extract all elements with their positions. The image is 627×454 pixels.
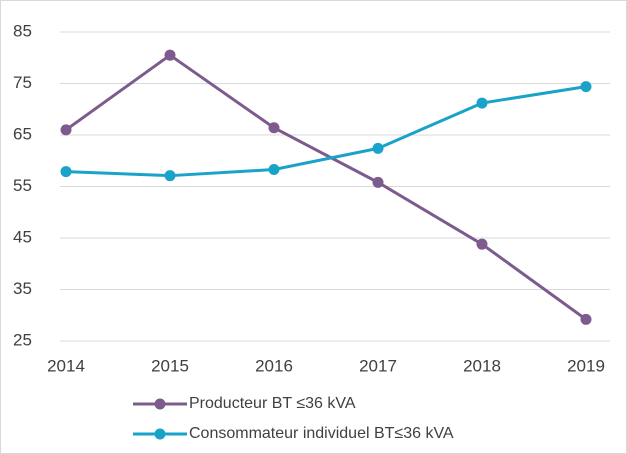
data-point (580, 81, 592, 93)
y-tick-label: 45 (13, 227, 32, 246)
legend-label: Producteur BT ≤36 kVA (189, 395, 356, 412)
y-tick-label: 55 (13, 176, 32, 195)
data-point (476, 238, 488, 250)
y-tick-label: 25 (13, 330, 32, 349)
y-tick-label: 35 (13, 279, 32, 298)
x-tick-label: 2015 (151, 356, 189, 375)
data-point (372, 176, 384, 188)
y-tick-label: 65 (13, 124, 32, 143)
x-tick-label: 2019 (567, 356, 605, 375)
data-point (580, 313, 592, 325)
series-line (65, 53, 587, 321)
data-point (60, 124, 72, 136)
x-tick-label: 2016 (255, 356, 293, 375)
x-tick-label: 2018 (463, 356, 501, 375)
data-point (268, 122, 280, 134)
data-point (164, 49, 176, 61)
x-tick-label: 2014 (47, 356, 85, 375)
data-point (268, 164, 280, 176)
series-line (65, 85, 587, 178)
legend-marker (154, 398, 166, 410)
legend-label: Consommateur individuel BT≤36 kVA (189, 425, 454, 442)
data-point (372, 142, 384, 154)
y-tick-label: 75 (13, 73, 32, 92)
legend-marker (154, 428, 166, 440)
data-point (60, 166, 72, 178)
data-point (476, 97, 488, 109)
x-tick-label: 2017 (359, 356, 397, 375)
data-point (164, 170, 176, 182)
y-tick-label: 85 (13, 21, 32, 40)
